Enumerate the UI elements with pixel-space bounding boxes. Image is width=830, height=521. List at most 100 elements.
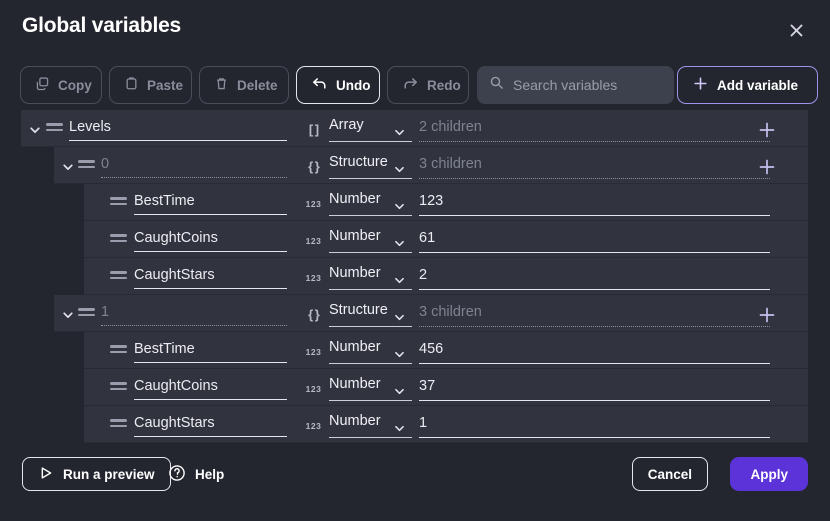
close-icon[interactable] <box>782 16 810 44</box>
variable-type-value: Number <box>329 413 381 429</box>
variable-name-value: CaughtCoins <box>134 230 218 246</box>
chevron-down-icon[interactable] <box>29 123 41 135</box>
variable-value: 37 <box>419 378 436 394</box>
row-background <box>84 332 808 369</box>
paste-button-label: Paste <box>147 77 184 93</box>
redo-button[interactable]: Redo <box>387 66 469 104</box>
variable-type-select[interactable]: Structure <box>329 302 412 327</box>
variable-type-select[interactable]: Number <box>329 265 412 290</box>
copy-icon <box>35 76 50 94</box>
search-placeholder: Search variables <box>513 77 618 93</box>
variable-value-input[interactable]: 456 <box>419 341 770 364</box>
variable-value-input[interactable]: 2 children <box>419 119 770 142</box>
trash-icon <box>214 76 229 94</box>
variable-value-input[interactable]: 1 <box>419 415 770 438</box>
variable-value-input[interactable]: 2 <box>419 267 770 290</box>
drag-handle-icon[interactable] <box>78 160 95 171</box>
variable-value: 1 <box>419 415 428 431</box>
variable-name-value: CaughtStars <box>134 267 215 283</box>
chevron-down-icon[interactable] <box>394 420 405 432</box>
drag-handle-icon[interactable] <box>78 308 95 319</box>
drag-handle-icon[interactable] <box>110 271 127 282</box>
variable-type-select[interactable]: Number <box>329 339 412 364</box>
variable-type-value: Array <box>329 117 364 133</box>
number-123-icon: 123 <box>305 273 322 283</box>
variable-name-input[interactable]: Levels <box>69 119 287 141</box>
plus-icon <box>692 75 709 95</box>
add-child-plus-icon[interactable] <box>756 119 778 141</box>
variable-value-input[interactable]: 37 <box>419 378 770 401</box>
number-123-icon: 123 <box>305 199 322 209</box>
variable-name-input[interactable]: CaughtStars <box>134 267 287 289</box>
structure-braces-icon: { } <box>308 307 320 322</box>
tree-row: 0 { } Structure 3 children <box>0 147 830 184</box>
variable-name-input[interactable]: BestTime <box>134 341 287 363</box>
play-icon <box>38 465 54 484</box>
variable-name-value: CaughtStars <box>134 415 215 431</box>
delete-button[interactable]: Delete <box>199 66 289 104</box>
chevron-down-icon[interactable] <box>394 124 405 136</box>
chevron-down-icon[interactable] <box>394 161 405 173</box>
tree-row: CaughtStars 123 Number 2 <box>0 258 830 295</box>
cancel-button-label: Cancel <box>647 466 692 482</box>
variable-name-value: BestTime <box>134 341 195 357</box>
variable-value-input[interactable]: 123 <box>419 193 770 216</box>
variable-value: 2 <box>419 267 428 283</box>
variable-type-select[interactable]: Array <box>329 117 412 142</box>
variable-name-input[interactable]: CaughtCoins <box>134 378 287 400</box>
cancel-button[interactable]: Cancel <box>631 457 708 491</box>
redo-button-label: Redo <box>427 77 461 93</box>
variable-value-input[interactable]: 3 children <box>419 304 770 327</box>
delete-button-label: Delete <box>237 77 278 93</box>
search-icon <box>489 75 504 95</box>
drag-handle-icon[interactable] <box>110 419 127 430</box>
drag-handle-icon[interactable] <box>110 345 127 356</box>
variable-value-input[interactable]: 3 children <box>419 156 770 179</box>
variable-name-input[interactable]: CaughtStars <box>134 415 287 437</box>
variable-type-select[interactable]: Number <box>329 228 412 253</box>
drag-handle-icon[interactable] <box>46 123 63 134</box>
chevron-down-icon[interactable] <box>394 198 405 210</box>
chevron-down-icon[interactable] <box>394 383 405 395</box>
chevron-down-icon[interactable] <box>394 309 405 321</box>
structure-braces-icon: { } <box>308 159 320 174</box>
variable-name-input[interactable]: CaughtCoins <box>134 230 287 252</box>
variable-type-select[interactable]: Number <box>329 413 412 438</box>
variable-name-input[interactable]: BestTime <box>134 193 287 215</box>
paste-button[interactable]: Paste <box>109 66 192 104</box>
chevron-down-icon[interactable] <box>394 346 405 358</box>
tree-row: BestTime 123 Number 123 <box>0 184 830 221</box>
chevron-down-icon[interactable] <box>62 160 74 172</box>
copy-button[interactable]: Copy <box>20 66 102 104</box>
number-123-icon: 123 <box>305 236 322 246</box>
variable-name-input[interactable]: 1 <box>101 304 287 326</box>
variable-name-value: 0 <box>101 156 110 172</box>
redo-arrow-icon <box>402 75 419 95</box>
drag-handle-icon[interactable] <box>110 382 127 393</box>
add-variable-button[interactable]: Add variable <box>677 66 818 104</box>
variable-type-select[interactable]: Structure <box>329 154 412 179</box>
variable-type-value: Number <box>329 228 381 244</box>
chevron-down-icon[interactable] <box>394 272 405 284</box>
variable-value-input[interactable]: 61 <box>419 230 770 253</box>
drag-handle-icon[interactable] <box>110 197 127 208</box>
add-child-plus-icon[interactable] <box>756 304 778 326</box>
undo-arrow-icon <box>311 75 328 95</box>
undo-button[interactable]: Undo <box>296 66 380 104</box>
search-input[interactable]: Search variables <box>477 66 674 104</box>
chevron-down-icon[interactable] <box>62 308 74 320</box>
run-preview-button[interactable]: Run a preview <box>22 457 171 491</box>
variable-type-select[interactable]: Number <box>329 191 412 216</box>
variable-name-input[interactable]: 0 <box>101 156 287 178</box>
variable-value: 3 children <box>419 156 482 172</box>
help-link[interactable]: Help <box>168 457 224 491</box>
add-child-plus-icon[interactable] <box>756 156 778 178</box>
chevron-down-icon[interactable] <box>394 235 405 247</box>
variable-name-value: CaughtCoins <box>134 378 218 394</box>
toolbar: Copy Paste Delete <box>0 66 830 104</box>
apply-button[interactable]: Apply <box>730 457 808 491</box>
variable-type-select[interactable]: Number <box>329 376 412 401</box>
variable-name-value: Levels <box>69 119 111 135</box>
drag-handle-icon[interactable] <box>110 234 127 245</box>
clipboard-icon <box>124 76 139 94</box>
